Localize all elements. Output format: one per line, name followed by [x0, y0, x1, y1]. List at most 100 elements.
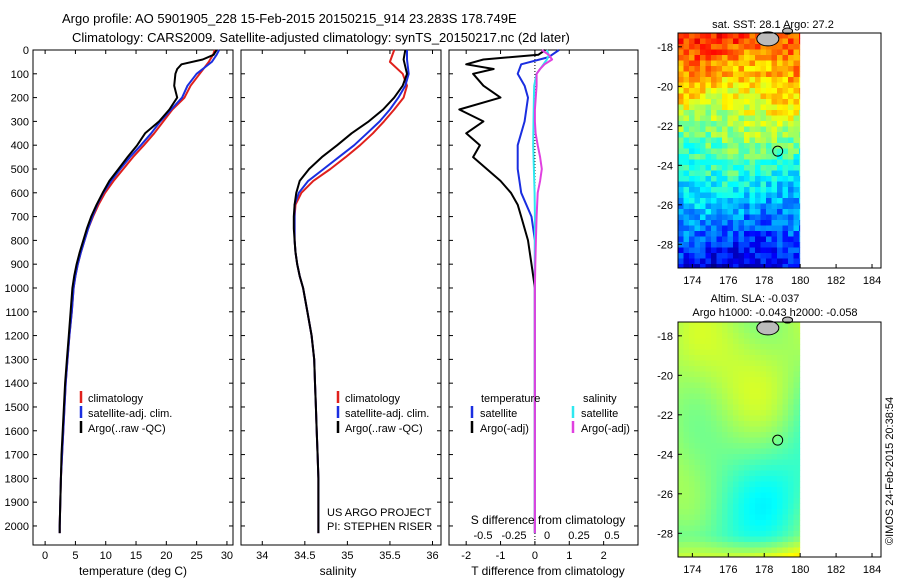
map-cell — [799, 192, 801, 199]
map-cell — [766, 126, 772, 133]
legend-label: climatology — [345, 393, 401, 405]
map-cell — [694, 258, 701, 265]
map-cell — [694, 360, 701, 367]
map-cell — [678, 110, 684, 116]
map-cell — [689, 371, 695, 378]
map-cell — [749, 231, 756, 237]
map-cell — [782, 159, 789, 166]
s-tick-label: 0.25 — [568, 530, 589, 542]
map-cell — [799, 531, 801, 537]
map-cell — [733, 338, 739, 345]
map-cell — [782, 66, 789, 72]
map-cell — [755, 132, 761, 138]
map-cell — [793, 203, 800, 210]
map-cell — [782, 509, 789, 515]
map-cell — [689, 492, 695, 499]
map-cell — [766, 236, 772, 243]
map-cell — [700, 333, 706, 339]
map-cell — [738, 137, 745, 144]
salinity-legend: climatology satellite-adj. clim. Argo(..… — [336, 391, 429, 435]
map-cell — [711, 531, 717, 537]
map-cell — [793, 443, 800, 449]
map-cell — [711, 360, 717, 367]
map-cell — [727, 126, 734, 133]
map-cell — [678, 531, 684, 537]
map-cell — [782, 547, 789, 554]
map-cell — [716, 520, 723, 526]
map-cell — [788, 88, 794, 94]
map-cell — [705, 327, 712, 334]
map-cell — [788, 104, 794, 111]
map-cell — [771, 349, 778, 356]
map-cell — [711, 481, 717, 488]
map-cell — [716, 88, 723, 94]
map-cell — [705, 214, 712, 221]
map-cell — [678, 33, 684, 39]
depth-tick-label: 100 — [11, 69, 29, 81]
map-cell — [705, 393, 712, 400]
map-cell — [678, 55, 684, 61]
map-cell — [744, 355, 750, 361]
map-cell — [755, 415, 761, 422]
map-cell — [799, 66, 801, 72]
map-cell — [799, 553, 801, 557]
map-cell — [716, 338, 723, 345]
map-cell — [733, 421, 739, 427]
depth-tick-label: 400 — [11, 140, 29, 152]
map-cell — [694, 214, 701, 221]
map-cell — [782, 531, 789, 537]
map-cell — [727, 349, 734, 356]
map-cell — [777, 209, 783, 215]
map-cell — [799, 547, 801, 554]
map-cell — [716, 236, 723, 243]
map-cell — [799, 382, 801, 389]
map-cell — [749, 49, 756, 56]
map-cell — [727, 231, 734, 237]
map-cell — [733, 82, 739, 89]
map-cell — [727, 148, 734, 155]
map-cell — [738, 209, 745, 215]
map-cell — [793, 338, 800, 345]
map-cell — [771, 542, 778, 548]
map-x-tick-label: 178 — [755, 275, 773, 287]
map-cell — [755, 509, 761, 515]
map-cell — [771, 344, 778, 350]
map-cell — [788, 547, 794, 554]
map-cell — [766, 349, 772, 356]
map-cell — [694, 159, 701, 166]
map-cell — [711, 121, 717, 127]
map-cell — [738, 170, 745, 177]
map-cell — [799, 77, 801, 83]
map-cell — [799, 159, 801, 166]
map-cell — [700, 55, 706, 61]
map-cell — [705, 38, 712, 45]
map-cell — [689, 60, 695, 67]
map-cell — [755, 470, 761, 477]
map-cell — [700, 159, 706, 166]
map-cell — [738, 231, 745, 237]
map-cell — [799, 322, 801, 328]
map-cell — [733, 143, 739, 149]
map-cell — [722, 181, 728, 188]
map-cell — [678, 247, 684, 254]
map-cell — [799, 110, 801, 116]
map-cell — [771, 170, 778, 177]
map-cell — [744, 520, 750, 526]
map-cell — [722, 187, 728, 193]
map-cell — [788, 410, 794, 416]
map-cell — [683, 432, 690, 438]
map-cell — [694, 514, 701, 521]
map-cell — [683, 470, 690, 477]
map-cell — [760, 66, 767, 72]
map-cell — [766, 338, 772, 345]
map-cell — [711, 338, 717, 345]
map-cell — [689, 355, 695, 361]
map-cell — [716, 503, 723, 510]
map-cell — [727, 71, 734, 78]
map-cell — [705, 264, 712, 268]
map-cell — [683, 93, 690, 100]
map-cell — [755, 553, 761, 557]
map-cell — [727, 44, 734, 50]
map-cell — [727, 514, 734, 521]
x-tick-label: 30 — [221, 550, 233, 562]
